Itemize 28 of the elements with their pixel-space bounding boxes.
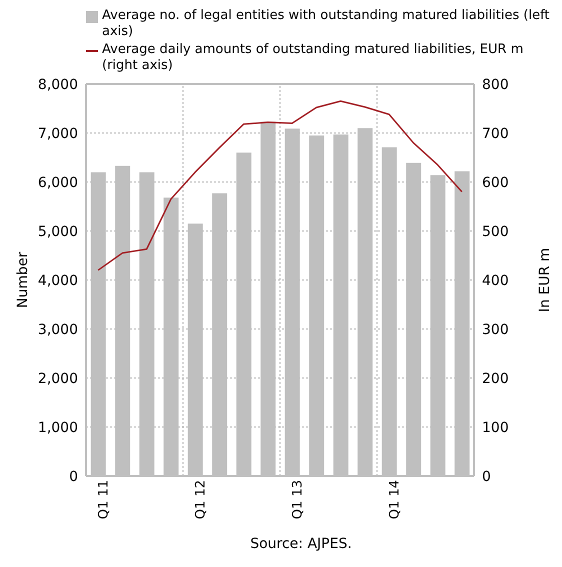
y-tick-label: 7,000 (38, 126, 78, 142)
y-tick-label: 5,000 (38, 224, 78, 240)
source-note: Source: AJPES. (249, 536, 353, 552)
x-tick-label: Q1 14 (387, 480, 402, 520)
y-tick-label: 3,000 (38, 322, 78, 338)
y2-tick-label: 500 (482, 224, 509, 240)
y2-tick-label: 300 (482, 322, 509, 338)
y2-tick-label: 0 (482, 468, 491, 485)
y2-tick-label: 700 (482, 126, 509, 142)
y2-tick-label: 400 (482, 272, 509, 289)
line-series (97, 100, 463, 271)
x-tick-label: Q1 12 (193, 480, 208, 520)
y-tick-label: 8,000 (38, 76, 78, 93)
y-tick-label: 2,000 (38, 370, 78, 387)
x-tick-label: Q1 13 (290, 480, 306, 520)
y-tick-label: 1,000 (38, 420, 78, 436)
y-tick-label: 6,000 (38, 174, 78, 191)
y2-axis-title: In EUR m (536, 248, 553, 312)
y2-tick-label: 800 (482, 76, 509, 93)
y-tick-label: 0 (69, 468, 78, 485)
x-tick-label: Q1 11 (96, 480, 112, 520)
legend-label: Average no. of legal entities with outstanding matured liabilities (left axis) (102, 8, 551, 40)
y2-tick-label: 100 (482, 420, 509, 436)
y-axis-title: Number (14, 252, 31, 308)
y2-tick-label: 200 (482, 370, 509, 387)
y-tick-label: 4,000 (38, 272, 78, 289)
y2-tick-label: 600 (482, 174, 509, 191)
legend-label: Average daily amounts of outstanding matured liabilities, EUR m (right axis) (102, 42, 524, 74)
